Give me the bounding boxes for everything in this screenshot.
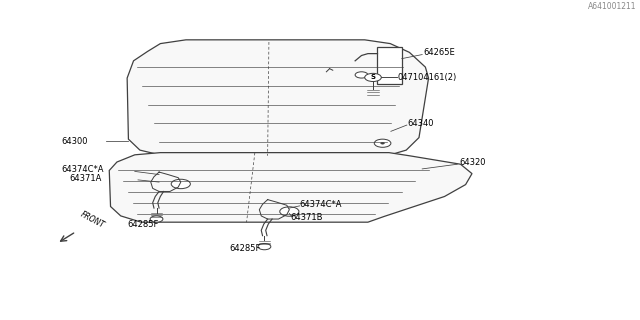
Text: 64265E: 64265E (424, 49, 455, 58)
Text: 64340: 64340 (408, 119, 434, 128)
Circle shape (150, 216, 163, 222)
Polygon shape (109, 153, 472, 222)
Circle shape (355, 72, 368, 78)
Circle shape (258, 244, 271, 250)
Circle shape (374, 139, 391, 147)
Text: 64320: 64320 (460, 158, 486, 167)
Circle shape (172, 179, 190, 189)
Text: 64371B: 64371B (291, 213, 323, 222)
Text: 64285F: 64285F (229, 244, 260, 253)
Text: A641001211: A641001211 (588, 2, 636, 11)
Circle shape (381, 142, 385, 144)
Circle shape (365, 73, 381, 82)
Text: 64300: 64300 (61, 137, 88, 146)
Text: 64374C*A: 64374C*A (300, 199, 342, 209)
Polygon shape (127, 40, 429, 156)
Text: 64371A: 64371A (70, 174, 102, 183)
Text: 64285F: 64285F (127, 220, 159, 229)
Text: FRONT: FRONT (79, 210, 106, 230)
Text: S: S (371, 75, 376, 80)
Text: 047104161(2): 047104161(2) (398, 73, 457, 82)
Circle shape (280, 207, 299, 216)
Bar (378, 47, 402, 84)
Text: 64374C*A: 64374C*A (61, 165, 104, 174)
